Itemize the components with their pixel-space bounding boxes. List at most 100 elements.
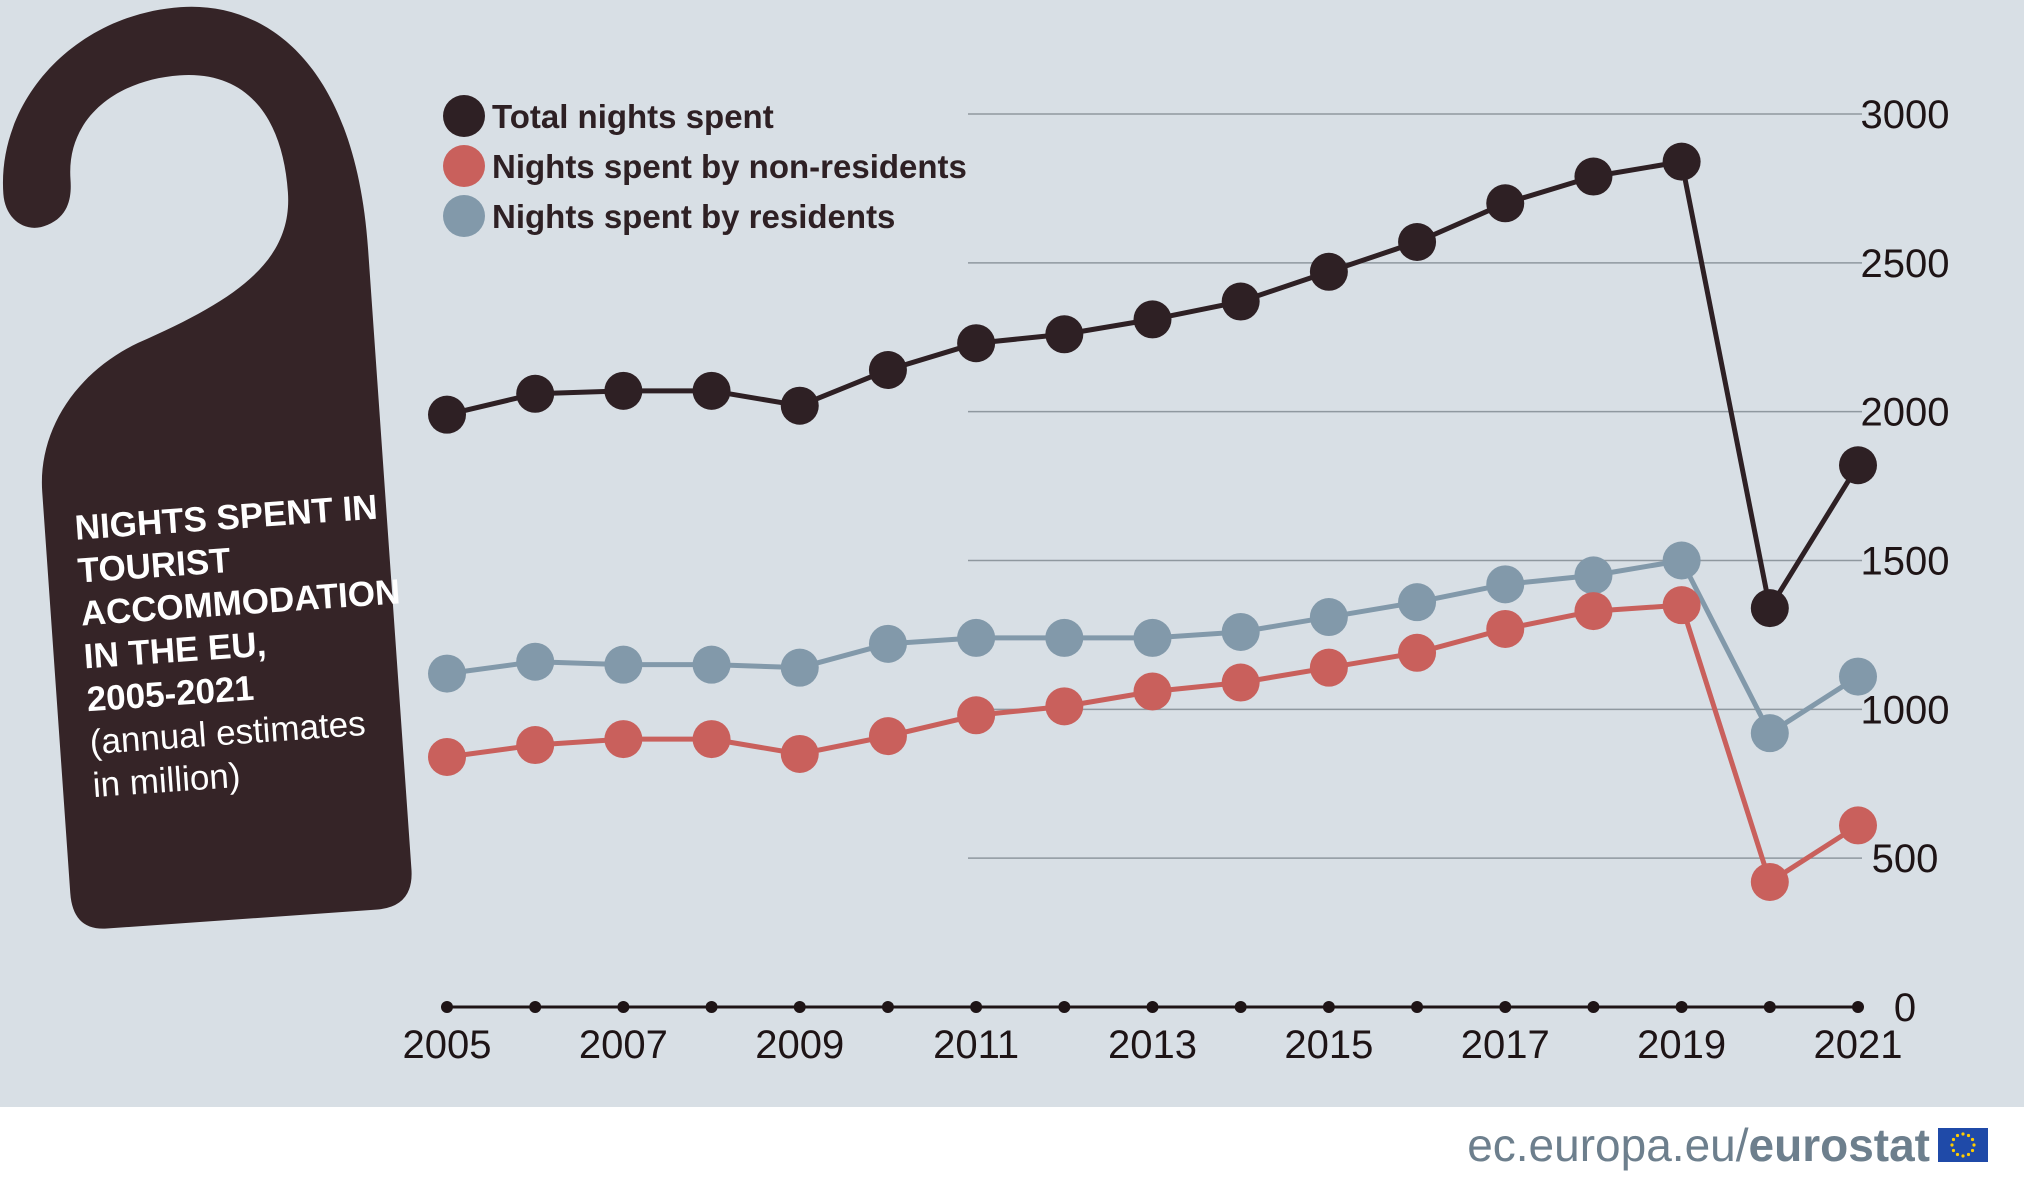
x-tick-mark xyxy=(441,1001,453,1013)
data-point xyxy=(1662,586,1701,625)
x-tick-mark xyxy=(793,1001,806,1013)
legend-item: Nights spent by residents xyxy=(443,195,895,237)
data-point xyxy=(1398,583,1437,622)
x-tick-label: 2009 xyxy=(755,1023,844,1067)
series-lines xyxy=(428,142,1877,901)
data-point xyxy=(1750,714,1789,753)
x-tick-mark xyxy=(1146,1001,1159,1013)
series-non-residents xyxy=(428,586,1877,901)
data-point xyxy=(1045,687,1084,726)
data-point xyxy=(1486,609,1525,648)
x-tick-label: 2021 xyxy=(1814,1023,1903,1067)
data-point xyxy=(1398,222,1437,261)
legend-swatch xyxy=(443,145,485,187)
eu-flag-icon xyxy=(1938,1128,1988,1162)
x-tick-mark xyxy=(1587,1001,1600,1013)
data-point xyxy=(1309,252,1348,291)
flag-star xyxy=(1966,1152,1971,1157)
series-residents xyxy=(428,541,1877,753)
data-point xyxy=(1133,672,1172,711)
data-point xyxy=(1662,541,1701,580)
data-point xyxy=(428,395,466,434)
data-point xyxy=(516,726,555,765)
x-tick-label: 2017 xyxy=(1461,1023,1550,1067)
data-point xyxy=(1045,315,1084,354)
y-tick-label: 1500 xyxy=(1861,540,1950,584)
data-point xyxy=(428,737,466,776)
data-point xyxy=(957,324,996,363)
x-tick-label: 2005 xyxy=(403,1023,492,1067)
x-tick-mark xyxy=(1058,1001,1071,1013)
x-tick-label: 2013 xyxy=(1108,1023,1197,1067)
data-point xyxy=(692,720,731,759)
y-tick-label: 2500 xyxy=(1861,242,1950,286)
flag-star xyxy=(1951,1137,1956,1142)
data-point xyxy=(604,720,643,759)
y-axis-ticks: 0 500 1000 1500 2000 2500 3000 xyxy=(1861,93,1950,1030)
source-credit: ec.europa.eu/ eurostat xyxy=(1467,1118,1988,1172)
x-tick-label: 2015 xyxy=(1284,1023,1373,1067)
data-point xyxy=(428,654,466,693)
y-tick-label: 2000 xyxy=(1861,391,1950,435)
y-tick-label: 3000 xyxy=(1861,93,1950,137)
data-point xyxy=(1045,618,1084,657)
x-tick-mark xyxy=(1411,1001,1424,1013)
data-point xyxy=(1486,565,1525,604)
footer-background xyxy=(0,1107,2024,1200)
data-point xyxy=(1574,592,1613,631)
data-point xyxy=(1839,657,1877,696)
credit-domain: ec.europa.eu/ xyxy=(1467,1119,1749,1171)
series-total xyxy=(428,142,1877,628)
legend: Total nights spent Nights spent by non-re… xyxy=(443,95,967,237)
data-point xyxy=(1574,157,1613,196)
data-point xyxy=(1309,598,1348,637)
data-point xyxy=(1839,446,1877,485)
flag-star xyxy=(1955,1133,1960,1138)
door-hanger-shape xyxy=(3,6,412,929)
legend-item: Total nights spent xyxy=(443,95,774,137)
x-axis-ticks: 2005 2007 2009 2011 2013 2015 2017 2019 2021 xyxy=(403,1023,1903,1067)
data-point xyxy=(868,350,907,389)
x-tick-mark xyxy=(617,1001,630,1013)
data-point xyxy=(516,642,555,681)
legend-label: Nights spent by non-residents xyxy=(492,148,967,185)
flag-star xyxy=(1961,1132,1965,1136)
data-point xyxy=(516,374,555,413)
legend-item: Nights spent by non-residents xyxy=(443,145,967,187)
data-point xyxy=(692,645,731,684)
data-point xyxy=(604,371,643,410)
flag-star xyxy=(1950,1143,1954,1147)
x-tick-mark xyxy=(1499,1001,1512,1013)
data-point xyxy=(1221,612,1260,651)
data-point xyxy=(868,717,907,756)
data-point xyxy=(1750,589,1789,628)
flag-star xyxy=(1951,1148,1956,1153)
data-point xyxy=(1309,648,1348,687)
x-tick-mark xyxy=(705,1001,718,1013)
data-point xyxy=(780,386,819,425)
x-tick-label: 2019 xyxy=(1637,1023,1726,1067)
x-tick-label: 2011 xyxy=(933,1023,1019,1067)
data-point xyxy=(1486,184,1525,223)
flag-star xyxy=(1970,1148,1975,1153)
legend-swatch xyxy=(443,95,485,137)
data-point xyxy=(1839,806,1877,845)
legend-swatch xyxy=(443,195,485,237)
data-point xyxy=(604,645,643,684)
y-tick-label: 1000 xyxy=(1861,688,1950,732)
data-point xyxy=(1221,282,1260,321)
data-point xyxy=(692,371,731,410)
x-tick-mark xyxy=(1234,1001,1247,1013)
data-point xyxy=(868,624,907,663)
data-point xyxy=(1398,633,1437,672)
x-tick-mark xyxy=(970,1001,983,1013)
data-point xyxy=(1574,556,1613,595)
flag-star xyxy=(1955,1152,1960,1157)
legend-label: Nights spent by residents xyxy=(492,198,895,235)
x-axis xyxy=(441,1001,1864,1013)
x-tick-mark xyxy=(881,1001,894,1013)
flag-star xyxy=(1961,1154,1965,1158)
